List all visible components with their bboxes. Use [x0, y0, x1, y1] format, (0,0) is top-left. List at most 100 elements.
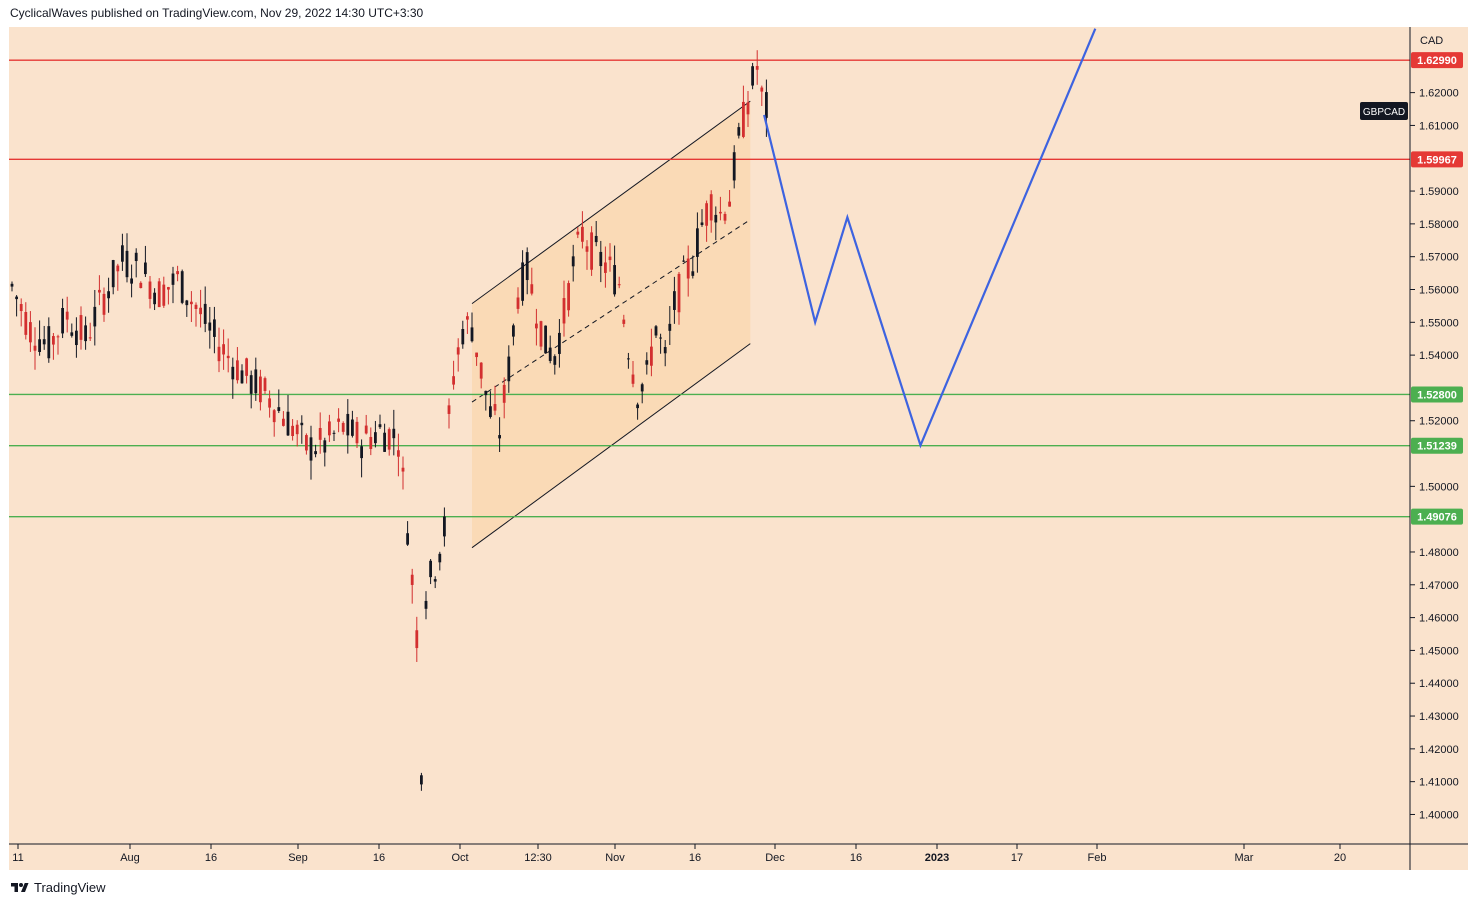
candle-body [751, 66, 754, 86]
candle-body [631, 374, 635, 384]
candle-body [107, 291, 110, 299]
candle-body [387, 429, 391, 450]
candle-body [130, 278, 133, 284]
candle-body [125, 250, 129, 278]
x-tick-label: 20 [1334, 852, 1346, 864]
candle-body [291, 425, 294, 436]
x-tick-label: 16 [850, 852, 862, 864]
x-tick-label: Aug [120, 852, 140, 864]
tradingview-logo-icon [11, 882, 29, 892]
candle-body [714, 214, 718, 223]
y-tick-label: 1.44000 [1419, 678, 1459, 690]
candle-body [719, 211, 722, 214]
footer[interactable]: TradingView [10, 880, 106, 895]
y-tick-label: 1.46000 [1419, 613, 1459, 625]
candle-body [415, 630, 419, 649]
candle-body [507, 356, 511, 382]
candle-body [700, 222, 704, 225]
candle-body [286, 411, 290, 436]
candle-body [760, 87, 764, 92]
candle-body [52, 336, 55, 345]
candle-body [190, 301, 193, 305]
candle-body [765, 92, 768, 118]
candle-body [84, 325, 87, 342]
candle-body [475, 352, 478, 358]
candle-body [686, 258, 690, 279]
x-tick-label: 16 [689, 852, 701, 864]
candle-body [433, 579, 437, 582]
candle-body [696, 228, 699, 257]
candle-body [167, 287, 170, 290]
level-badge-label: 1.62990 [1417, 55, 1457, 67]
candle-body [645, 360, 649, 365]
candle-body [121, 245, 124, 262]
candle-body [755, 65, 759, 70]
x-tick-label: 16 [373, 852, 385, 864]
candle-body [355, 421, 359, 444]
candle-body [493, 404, 497, 411]
y-tick-label: 1.45000 [1419, 645, 1459, 657]
candle-body [346, 413, 350, 436]
candle-body [56, 336, 60, 338]
candle-body [535, 323, 538, 329]
candle-body [383, 432, 386, 452]
candle-body [70, 332, 74, 336]
candle-body [144, 262, 147, 275]
candle-body [420, 775, 423, 785]
candle-body [19, 304, 23, 312]
candle-body [604, 262, 607, 273]
candle-body [742, 101, 745, 137]
candle-body [562, 298, 566, 324]
candle-body [512, 325, 515, 337]
channel-mid-line [471, 219, 751, 403]
candle-body [42, 339, 46, 345]
candle-body [548, 347, 552, 361]
candle-body [608, 256, 612, 261]
candle-body [650, 346, 653, 366]
candle-body [709, 194, 713, 221]
candle-body [581, 226, 584, 242]
candle-body [622, 319, 626, 324]
candle-body [176, 271, 179, 275]
candle-body [447, 405, 451, 414]
candle-body [452, 376, 455, 385]
candle-body [456, 347, 460, 355]
y-tick-label: 1.42000 [1419, 744, 1459, 756]
candle-body [148, 281, 152, 299]
candle-body [728, 201, 731, 207]
candle-body [429, 560, 432, 578]
candle-body [65, 311, 69, 320]
candle-body [15, 296, 18, 300]
y-tick-label: 1.55000 [1419, 317, 1459, 329]
candle-body [217, 346, 221, 362]
candle-body [374, 432, 377, 444]
y-tick-label: 1.56000 [1419, 284, 1459, 296]
candle-body [636, 404, 639, 409]
candle-body [539, 321, 543, 347]
candle-body [424, 600, 428, 609]
candle-body [139, 282, 143, 289]
candle-body [153, 292, 156, 305]
candle-body [443, 516, 446, 537]
candle-body [470, 327, 474, 342]
candle-body [691, 271, 695, 276]
level-badge-label: 1.59967 [1417, 154, 1457, 166]
candle-body [328, 421, 331, 436]
candle-body [47, 326, 51, 359]
x-tick-label: Mar [1235, 852, 1254, 864]
y-tick-label: 1.43000 [1419, 711, 1459, 723]
x-tick-label: 17 [1011, 852, 1023, 864]
candle-body [318, 427, 322, 440]
candle-body [737, 127, 741, 136]
y-tick-label: 1.54000 [1419, 350, 1459, 362]
candle-body [401, 467, 405, 472]
y-tick-label: 1.41000 [1419, 777, 1459, 789]
candle-body [254, 369, 258, 394]
candle-body [29, 322, 32, 343]
candle-body [369, 436, 373, 450]
y-tick-label: 1.57000 [1419, 252, 1459, 264]
candle-body [360, 446, 363, 459]
level-badge-label: 1.49076 [1417, 512, 1457, 524]
candle-body [162, 284, 166, 306]
